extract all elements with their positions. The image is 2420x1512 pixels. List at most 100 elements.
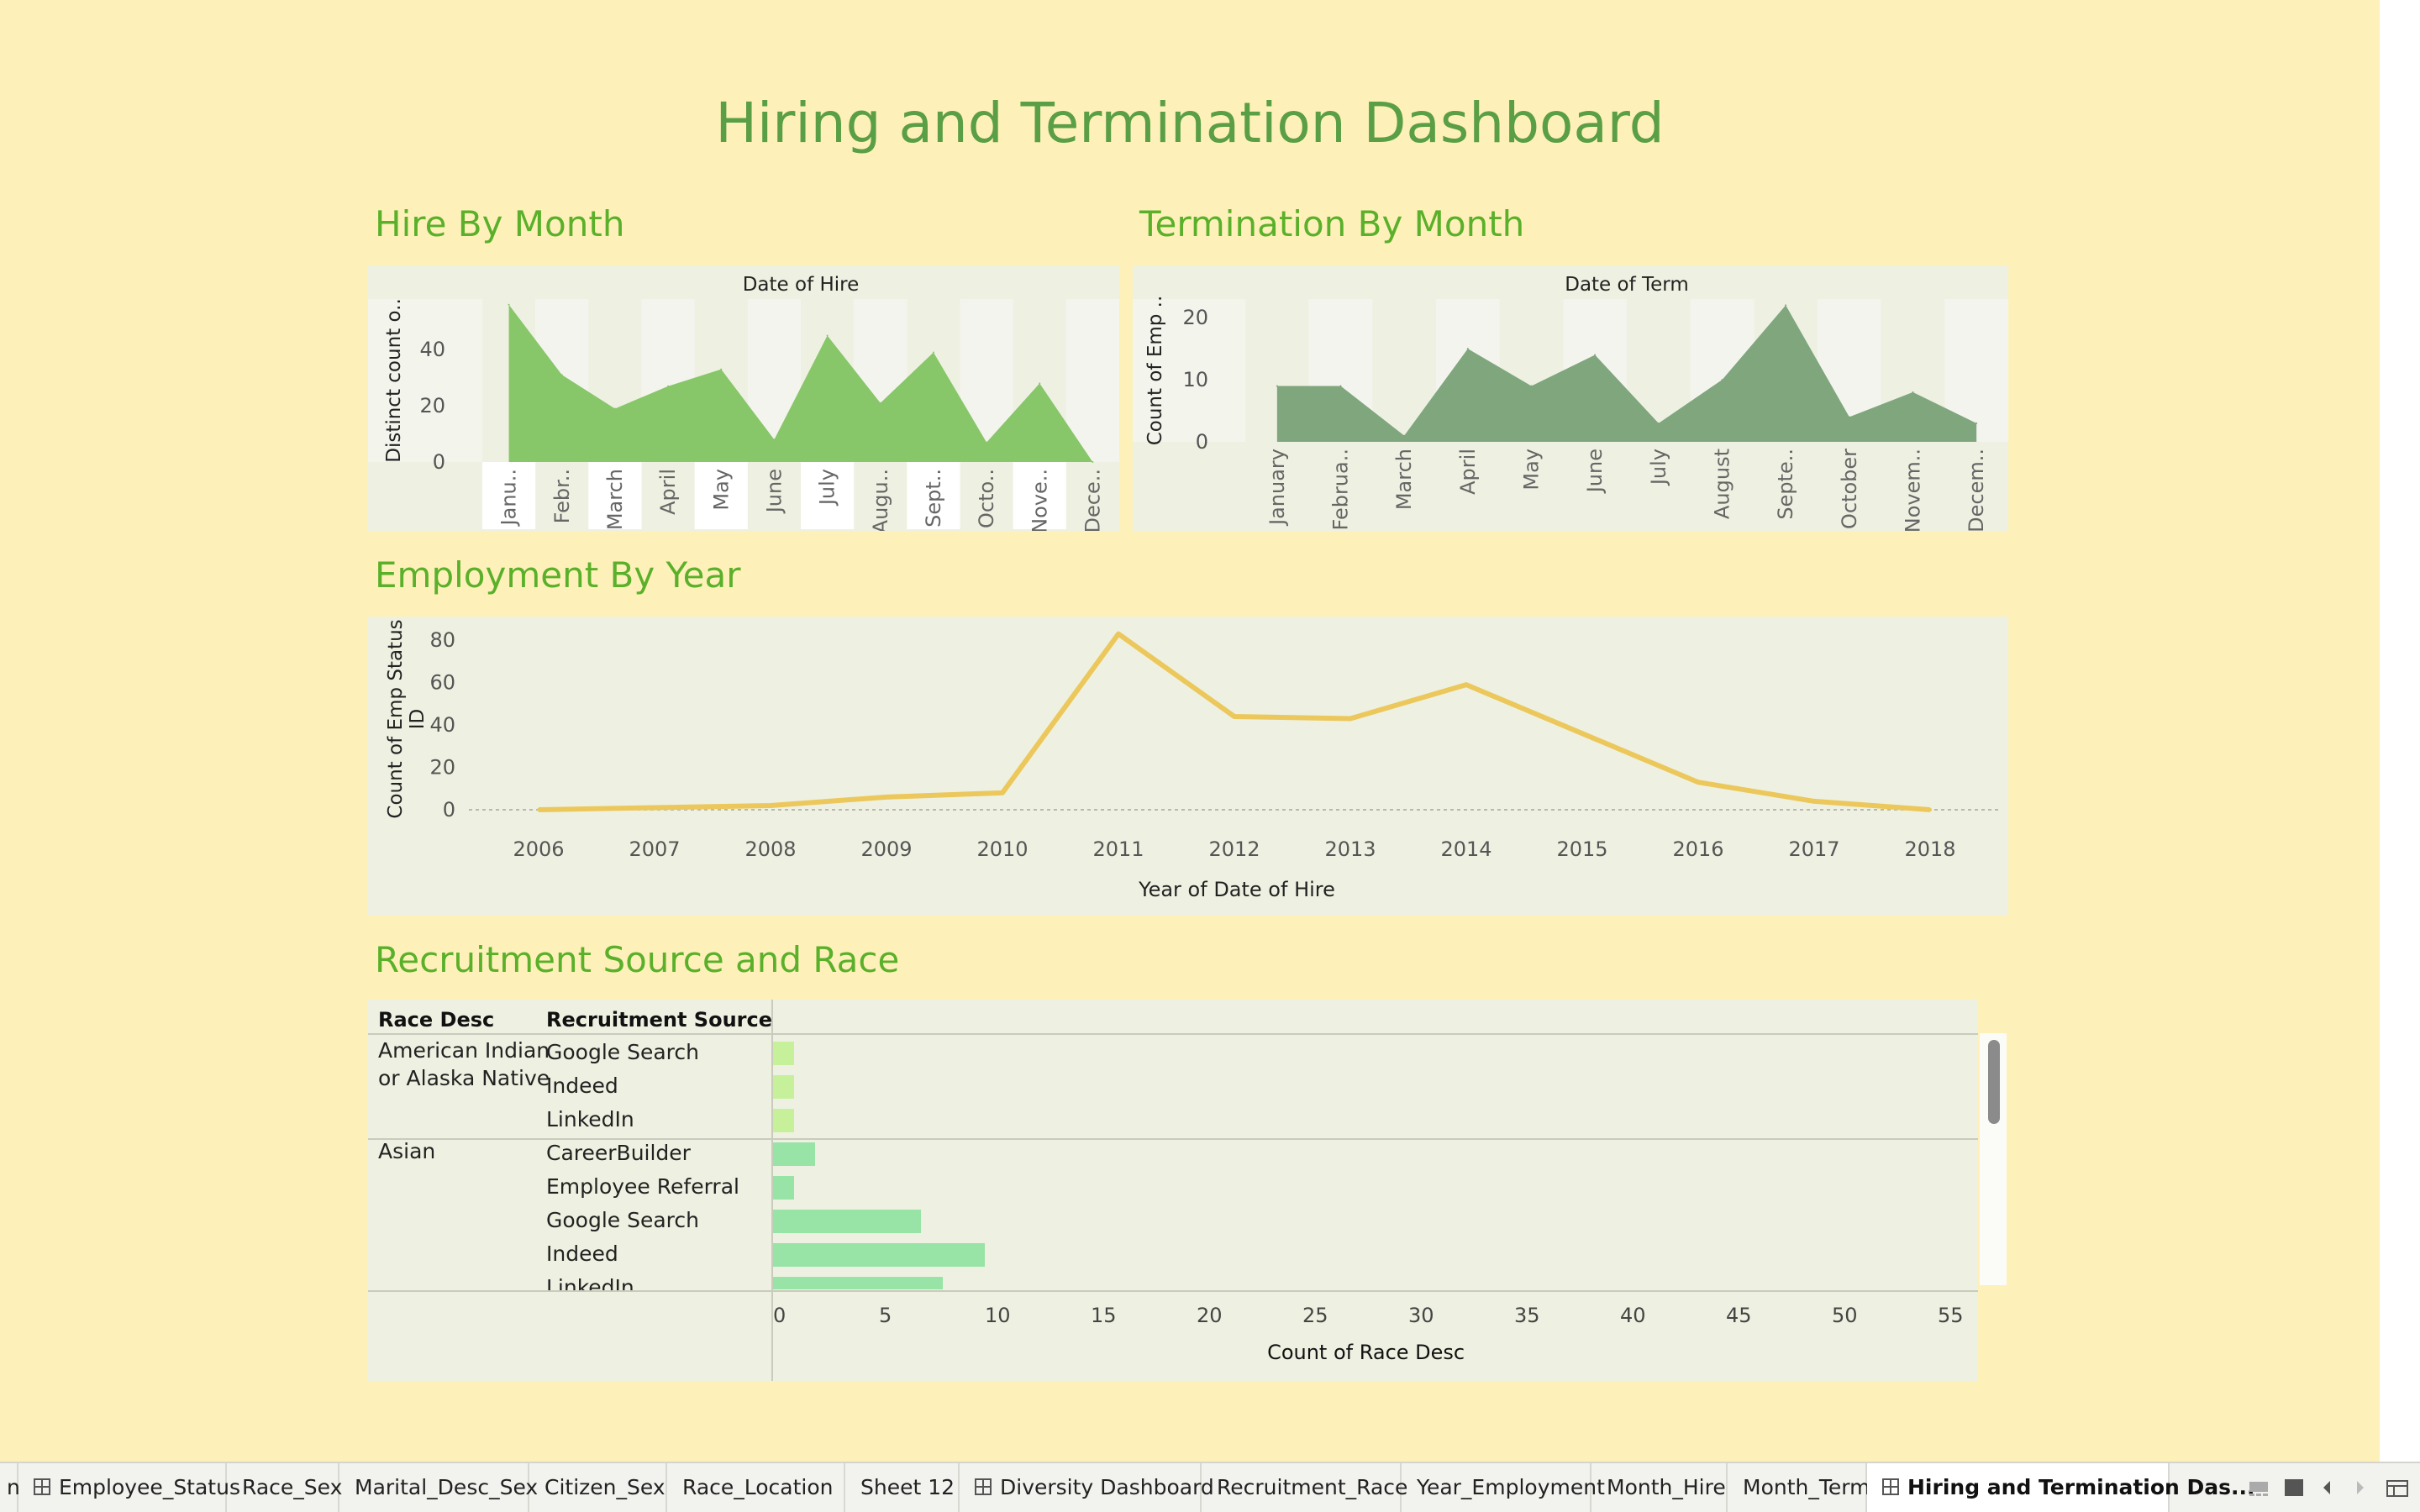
y-tick-label: 0 (443, 798, 455, 822)
new-sheet-icon[interactable] (2386, 1478, 2410, 1499)
hire-chart-panel[interactable]: Date of Hire 0 20 40 Distinct count o.. Janu.… (368, 265, 1119, 531)
column-header-source[interactable]: Recruitment Source (546, 1008, 773, 1032)
data-point-April (667, 385, 670, 387)
data-point-Septe.. (1785, 304, 1787, 307)
sheet-tab-10[interactable]: Year_Employment (1402, 1463, 1605, 1512)
x-tick-label: 40 (1620, 1304, 1646, 1327)
y-tick-label: 40 (429, 713, 455, 737)
data-point-2014 (1465, 683, 1468, 687)
header-divider (368, 1033, 1978, 1035)
x-tick-label: 2007 (629, 837, 680, 861)
race-bar[interactable] (773, 1176, 795, 1200)
tab-label: Recruitment_Race (1217, 1475, 1408, 1499)
data-point-2008 (769, 803, 772, 807)
recruitment-source-label: Indeed (546, 1242, 618, 1266)
label-band (1013, 462, 1066, 529)
race-bar[interactable] (773, 1277, 943, 1289)
employment-chart-panel[interactable]: 0 20 40 60 80 2006 2007 2008 2009 2010 2011 2012 201… (368, 617, 2008, 916)
grid-view-icon[interactable] (2284, 1478, 2304, 1497)
x-tick-label: 2014 (1440, 837, 1491, 861)
dashboard-canvas: Hiring and Termination Dashboard Hire By… (368, 91, 2008, 1381)
sheet-tab-1[interactable]: n (0, 1463, 20, 1512)
data-point-2010 (1001, 790, 1004, 795)
recruitment-table-panel[interactable]: Race Desc Recruitment Source American Indi… (368, 1000, 1978, 1381)
sheet-tab-7[interactable]: Sheet 12 (845, 1463, 960, 1512)
term-chart-panel[interactable]: Date of Term 0 10 20 Count of Emp .. January F… (1133, 265, 2008, 531)
x-tick-label: 30 (1408, 1304, 1434, 1327)
x-tick-label: Janu.. (497, 469, 521, 527)
sheet-tab-4[interactable]: Marital_Desc_Sex (339, 1463, 538, 1512)
x-tick-label: 15 (1091, 1304, 1117, 1327)
race-label: Asian (378, 1139, 436, 1163)
x-tick-label: 2010 (976, 837, 1028, 861)
term-section-title: Termination By Month (1139, 203, 1525, 244)
y-tick-label: 0 (1196, 430, 1208, 454)
data-point-Februa.. (1339, 385, 1342, 387)
sheet-tab-5[interactable]: Citizen_Sex (529, 1463, 667, 1512)
filmstrip-icon[interactable] (2249, 1478, 2269, 1497)
x-axis-label: Year of Date of Hire (1138, 878, 1335, 901)
race-bar[interactable] (773, 1042, 795, 1065)
x-tick-label: Octo.. (975, 469, 998, 528)
recruitment-source-label: Google Search (546, 1040, 699, 1064)
x-tick-label: April (656, 469, 680, 515)
right-margin (2380, 0, 2420, 1462)
sheet-tab-13[interactable]: Hiring and Termination Das... (1867, 1463, 2255, 1512)
scrollbar-thumb[interactable] (1988, 1040, 2000, 1124)
y-axis-label: Distinct count o.. (383, 298, 405, 463)
label-band (694, 462, 748, 529)
x-tick-label: July (816, 469, 839, 507)
x-tick-label: 50 (1832, 1304, 1858, 1327)
data-point-May (720, 368, 723, 370)
sheet-tab-2[interactable]: Employee_Status (18, 1463, 240, 1512)
tab-label: Employee_Status (59, 1475, 240, 1499)
label-band (588, 462, 642, 529)
column-header-race[interactable]: Race Desc (378, 1008, 495, 1032)
x-tick-label: April (1456, 449, 1480, 495)
x-tick-label: June (1583, 449, 1607, 494)
dashboard-grid-icon (34, 1478, 50, 1495)
x-tick-label: Sept.. (922, 469, 945, 528)
data-point-Janu.. (508, 303, 510, 306)
x-tick-label: June (762, 469, 786, 514)
race-label: American Indian (378, 1038, 550, 1063)
data-point-2013 (1349, 717, 1352, 721)
sheet-tab-9[interactable]: Recruitment_Race (1202, 1463, 1407, 1512)
data-point-2006 (537, 808, 540, 811)
data-point-March (613, 407, 616, 410)
recruitment-source-label: Employee Referral (546, 1174, 739, 1199)
x-axis-label: Count of Race Desc (1267, 1341, 1465, 1364)
race-bar[interactable] (773, 1142, 816, 1166)
data-point-October (1848, 416, 1850, 418)
x-tick-label: 2008 (744, 837, 796, 861)
sheet-tab-11[interactable]: Month_Hire (1591, 1463, 1728, 1512)
y-axis-label-line2: ID (407, 709, 429, 730)
x-tick-label: May (709, 469, 733, 511)
x-tick-label: 2018 (1904, 837, 1955, 861)
x-tick-label: May (1520, 449, 1544, 491)
race-bar[interactable] (773, 1243, 985, 1267)
data-point-Sept.. (932, 351, 934, 354)
prev-tab-icon[interactable] (2321, 1478, 2333, 1497)
sheet-tab-8[interactable]: Diversity Dashboard (960, 1463, 1214, 1512)
recruitment-source-label: Indeed (546, 1074, 618, 1098)
race-bar[interactable] (773, 1075, 795, 1099)
sheet-tab-12[interactable]: Month_Term (1728, 1463, 1870, 1512)
sheet-tab-3[interactable]: Race_Sex (227, 1463, 342, 1512)
x-tick-label: August (1711, 449, 1734, 519)
tab-label: Year_Employment (1417, 1475, 1605, 1499)
y-tick-label: 0 (433, 450, 445, 474)
chart-axis-title: Date of Hire (743, 274, 860, 296)
sheet-tab-6[interactable]: Race_Location (667, 1463, 845, 1512)
data-point-July (1657, 422, 1660, 424)
tab-label: Month_Hire (1607, 1475, 1726, 1499)
next-tab-icon[interactable] (2354, 1478, 2366, 1497)
x-tick-label: 45 (1726, 1304, 1752, 1327)
race-bar[interactable] (773, 1210, 922, 1233)
hire-section-title: Hire By Month (375, 203, 625, 244)
label-band (801, 462, 855, 529)
y-tick-label: 60 (429, 671, 455, 695)
tab-label: Diversity Dashboard (1000, 1475, 1214, 1499)
x-tick-label: 2016 (1672, 837, 1723, 861)
race-bar[interactable] (773, 1109, 795, 1132)
